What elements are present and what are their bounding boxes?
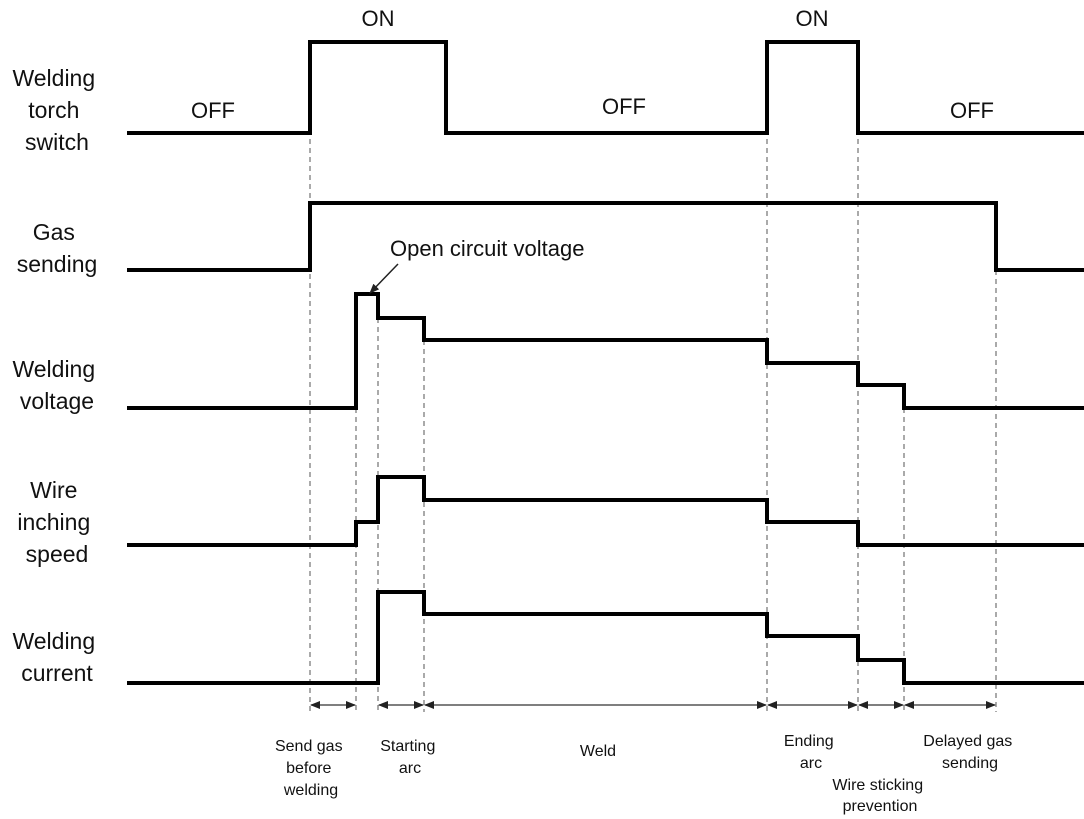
phase-labels: Send gas before welding Starting arc Wel… [275, 733, 1016, 815]
row-label-current: Welding current [12, 628, 101, 686]
phase-label-wire-sticking: Wire sticking prevention [832, 777, 927, 815]
row-label-torch: Welding torch switch [12, 65, 101, 155]
waveform-gas-sending [127, 201, 1084, 272]
waveform-torch-switch [127, 40, 1084, 135]
state-label-on-1: ON [362, 6, 395, 31]
state-label-off-1: OFF [191, 98, 235, 123]
guide-lines [309, 130, 997, 712]
phase-label-weld: Weld [580, 743, 616, 760]
row-label-voltage: Welding voltage [12, 356, 101, 414]
waveform-welding-voltage [127, 292, 1084, 410]
state-label-on-2: ON [796, 6, 829, 31]
state-label-off-3: OFF [950, 98, 994, 123]
phase-label-delayed-gas: Delayed gas sending [923, 733, 1016, 772]
annotation-open-circuit-voltage: Open circuit voltage [390, 236, 584, 261]
row-label-wire: Wire inching speed [17, 477, 96, 567]
waveforms [127, 40, 1084, 685]
phase-label-send-gas: Send gas before welding [275, 738, 347, 799]
state-label-off-2: OFF [602, 94, 646, 119]
annotation-arrow [369, 263, 399, 294]
phase-label-starting-arc: Starting arc [380, 738, 440, 777]
phase-label-ending-arc: Ending arc [784, 733, 838, 772]
row-labels: Welding torch switch Gas sending Welding… [12, 65, 101, 686]
open-circuit-voltage-annotation: Open circuit voltage [369, 236, 584, 294]
waveform-wire-speed [127, 475, 1084, 547]
row-label-gas: Gas sending [17, 219, 98, 277]
state-labels: OFF ON OFF ON OFF [191, 6, 994, 123]
waveform-welding-current [127, 590, 1084, 685]
